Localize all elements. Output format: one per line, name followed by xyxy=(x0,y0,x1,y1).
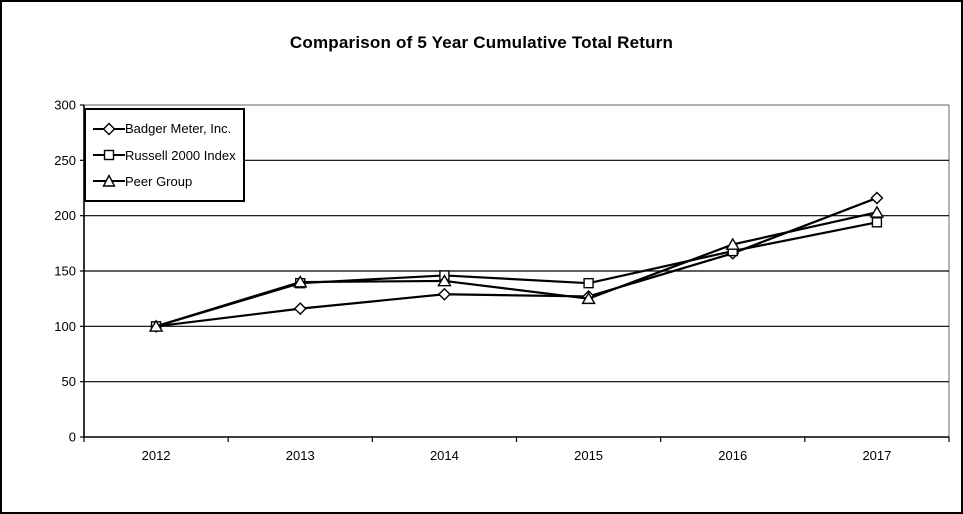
data-point-square-marker xyxy=(871,217,883,228)
series-line-triangle xyxy=(155,211,878,328)
x-axis-tick-label: 2013 xyxy=(286,448,315,463)
data-point-triangle-marker xyxy=(148,319,164,332)
y-axis-tick-label: 150 xyxy=(54,264,76,279)
x-axis-tick-label: 2014 xyxy=(430,448,459,463)
y-axis-tick-label: 0 xyxy=(69,430,76,445)
legend-entry: Badger Meter, Inc. xyxy=(86,121,243,136)
data-point-square-marker xyxy=(583,277,594,289)
x-axis-tick-label: 2017 xyxy=(862,448,891,463)
series-line-square xyxy=(155,221,878,328)
data-point-triangle-marker xyxy=(581,291,596,305)
y-axis-tick-label: 100 xyxy=(54,319,76,334)
data-point-triangle-marker xyxy=(437,274,452,287)
y-axis-tick-label: 50 xyxy=(62,374,76,389)
data-point-triangle-marker xyxy=(293,275,308,288)
series-line-diamond xyxy=(155,196,878,328)
y-axis-tick-label: 200 xyxy=(54,208,76,223)
legend-diamond-icon xyxy=(93,122,125,136)
y-axis-tick-label: 300 xyxy=(54,98,76,113)
chart-legend: Badger Meter, Inc. Russell 2000 Index Peer… xyxy=(84,108,245,202)
data-point-diamond-marker xyxy=(293,302,307,316)
legend-entry: Russell 2000 Index xyxy=(86,148,243,163)
legend-square-icon xyxy=(93,149,125,161)
chart-title: Comparison of 5 Year Cumulative Total Re… xyxy=(289,33,674,52)
x-axis-tick-label: 2012 xyxy=(142,448,171,463)
y-axis-tick-label: 250 xyxy=(54,153,76,168)
legend-entry: Peer Group xyxy=(86,174,243,189)
x-axis-tick-label: 2016 xyxy=(718,448,747,463)
legend-triangle-icon xyxy=(93,174,125,187)
legend-label: Russell 2000 Index xyxy=(125,147,236,163)
legend-label: Peer Group xyxy=(125,173,193,189)
data-point-triangle-marker xyxy=(869,205,885,218)
data-point-diamond-marker xyxy=(870,191,884,205)
data-point-triangle-marker xyxy=(725,237,740,250)
data-point-diamond-marker xyxy=(437,287,451,301)
x-axis-tick-label: 2015 xyxy=(574,448,603,463)
legend-label: Badger Meter, Inc. xyxy=(125,121,232,137)
